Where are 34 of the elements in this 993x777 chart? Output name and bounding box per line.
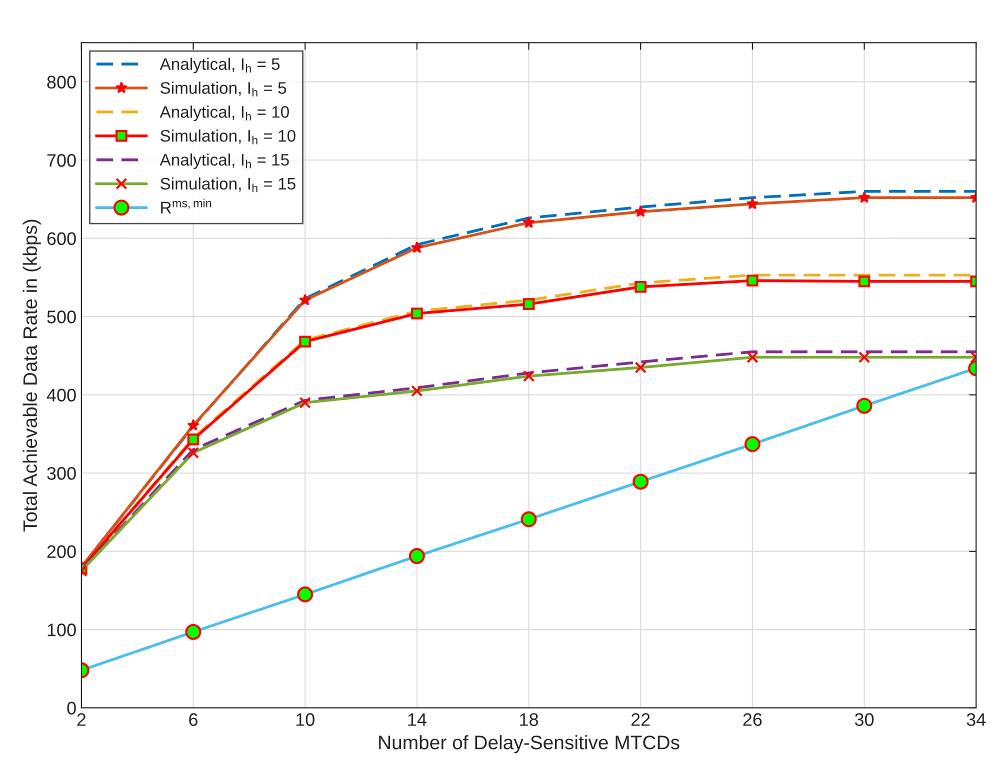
- x-tick-label: 26: [743, 713, 762, 726]
- x-axis-title: Number of Delay-Sensitive MTCDs: [379, 735, 680, 754]
- legend-label: Simulation, I$_{h}$ = 5: [160, 82, 286, 96]
- y-tick-label: 100: [48, 624, 76, 636]
- x-tick-label: 18: [520, 713, 538, 726]
- x-tick-label: 6: [189, 713, 198, 726]
- point: [187, 434, 200, 446]
- x-tick-label: 30: [854, 713, 874, 726]
- x-tick-label: 2: [77, 713, 86, 726]
- y-tick-label: 300: [47, 467, 76, 480]
- x-tick-label: 34: [966, 713, 986, 726]
- y-axis-title: Total Achievable Data Rate in (kbps): [22, 220, 41, 532]
- point: [411, 308, 423, 320]
- y-tick-label: 800: [47, 76, 76, 89]
- legend-label: Simulation, I$_{h}$ = 10: [160, 130, 296, 144]
- y-tick-label: 200: [47, 545, 76, 558]
- x-tick-label: 22: [631, 713, 650, 726]
- x-tick-label: 14: [408, 713, 426, 726]
- y-tick-label: 700: [47, 154, 76, 167]
- y-tick-label: 400: [46, 388, 76, 402]
- point: [522, 298, 535, 310]
- point: [634, 280, 647, 293]
- legend-label: Analytical, I$_{h}$ = 10: [160, 106, 289, 122]
- legend-label: Simulation, I$_{h}$ = 15: [160, 177, 296, 192]
- y-tick-label: 500: [47, 310, 76, 324]
- point: [299, 336, 312, 348]
- legend-label: Analytical, I$_{h}$ = 15: [160, 153, 289, 170]
- legend-label: Analytical, I$_{h}$ = 5: [160, 58, 280, 74]
- point: [858, 275, 870, 288]
- legend-label: R$^{ms,min}$: [161, 198, 212, 214]
- y-tick-label: 600: [47, 232, 76, 246]
- y-tick-label: 0: [67, 702, 76, 715]
- point: [746, 274, 758, 287]
- x-tick-label: 10: [296, 713, 314, 726]
